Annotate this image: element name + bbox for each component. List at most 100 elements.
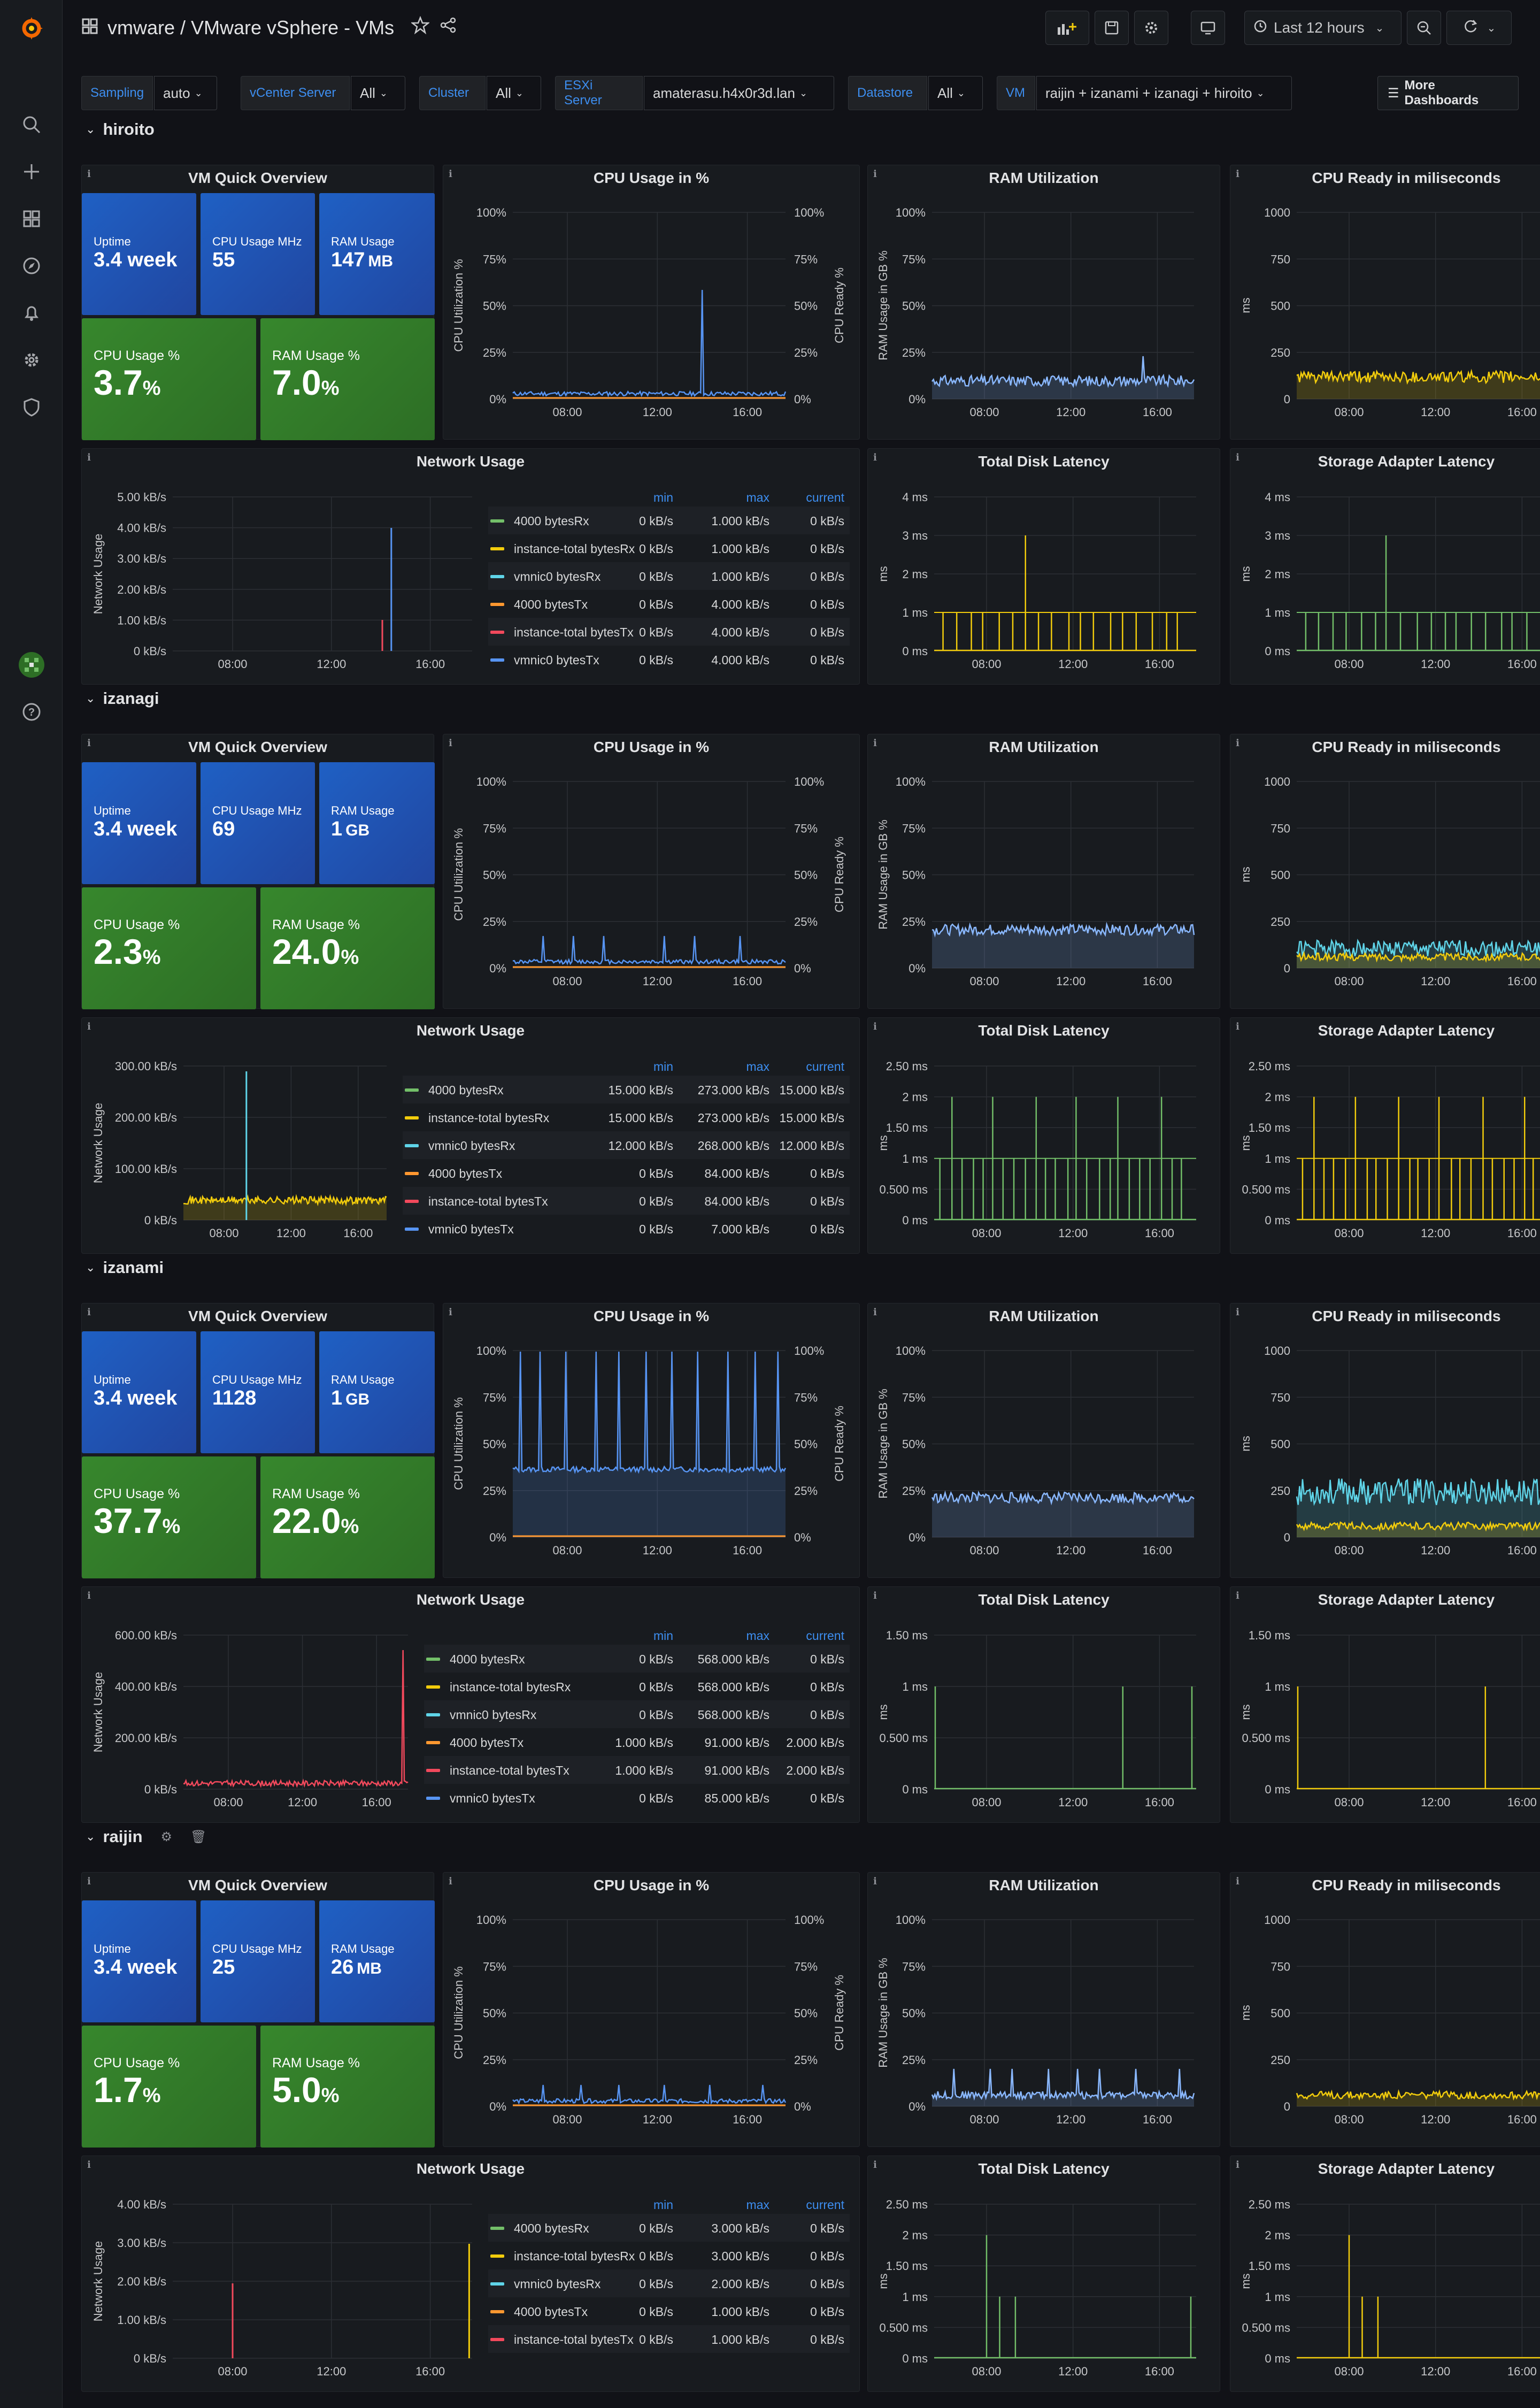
variable-select-datastore[interactable]: All ⌄ — [928, 76, 983, 110]
legend-header-max[interactable]: max — [746, 1629, 769, 1643]
panel-info-icon[interactable]: ℹ — [873, 2159, 877, 2170]
panel-cpu-usage[interactable]: ℹ CPU Usage in % 100% 75% 50% 25% 0% 100% 75% 50%… — [443, 1872, 860, 2147]
dashboards-grid-icon[interactable] — [82, 17, 98, 39]
legend-header-current[interactable]: current — [806, 490, 844, 504]
legend-header-min[interactable]: min — [653, 1629, 673, 1643]
panel-info-icon[interactable]: ℹ — [87, 1590, 91, 1601]
legend-row[interactable]: 4000 bytesTx 0 kB/s 84.000 kB/s 0 kB/s — [403, 1159, 850, 1187]
panel-total-disk-latency[interactable]: ℹ Total Disk Latency 2.50 ms 2 ms 1.50 ms 1 m… — [867, 2156, 1220, 2392]
panel-info-icon[interactable]: ℹ — [449, 738, 452, 748]
legend-header-current[interactable]: current — [806, 1629, 844, 1643]
zoom-out-button[interactable] — [1407, 11, 1441, 45]
panel-cpu-usage[interactable]: ℹ CPU Usage in % 100% 75% 50% 25% 0% 100% 75% 50%… — [443, 165, 860, 440]
search-icon[interactable] — [18, 111, 45, 138]
panel-info-icon[interactable]: ℹ — [873, 452, 877, 463]
add-panel-button[interactable] — [1045, 11, 1089, 45]
star-icon[interactable] — [410, 16, 430, 39]
panel-storage-adapter-latency[interactable]: ℹ Storage Adapter Latency 2.50 ms 2 ms 1.50 … — [1230, 1017, 1540, 1254]
panel-network-usage[interactable]: ℹ Network Usage 600.00 kB/s 400.00 kB/s 200.… — [81, 1586, 860, 1823]
more-dashboards-button[interactable]: ☰ More Dashboards — [1377, 76, 1519, 110]
legend-header-max[interactable]: max — [746, 490, 769, 504]
panel-info-icon[interactable]: ℹ — [449, 1876, 452, 1886]
panel-info-icon[interactable]: ℹ — [87, 738, 91, 748]
legend-row[interactable]: instance-total bytesRx 0 kB/s 568.000 kB/s… — [424, 1673, 850, 1700]
panel-ram-utilization[interactable]: ℹ RAM Utilization 100% 75% 50% 25% 0% 08:00 12:0… — [867, 1872, 1220, 2147]
panel-network-usage[interactable]: ℹ Network Usage 300.00 kB/s 200.00 kB/s 100.… — [81, 1017, 860, 1254]
panel-info-icon[interactable]: ℹ — [1236, 452, 1239, 463]
panel-cpu-usage[interactable]: ℹ CPU Usage in % 100% 75% 50% 25% 0% 100% 75% 50%… — [443, 734, 860, 1009]
panel-total-disk-latency[interactable]: ℹ Total Disk Latency 4 ms 3 ms 2 ms 1 ms 0 ms 0… — [867, 448, 1220, 685]
legend-row[interactable]: vmnic0 bytesRx 0 kB/s 1.000 kB/s 0 kB/s — [488, 562, 850, 590]
panel-total-disk-latency[interactable]: ℹ Total Disk Latency 1.50 ms 1 ms 0.500 ms 0 … — [867, 1586, 1220, 1823]
legend-row[interactable]: 4000 bytesTx 0 kB/s 1.000 kB/s 0 kB/s — [488, 2297, 850, 2325]
panel-cpu-usage[interactable]: ℹ CPU Usage in % 100% 75% 50% 25% 0% 100% 75% 50%… — [443, 1303, 860, 1578]
legend-row[interactable]: 4000 bytesTx 1.000 kB/s 91.000 kB/s 2.000 k… — [424, 1728, 850, 1756]
legend-header-current[interactable]: current — [806, 2198, 844, 2212]
row-header-raijin[interactable]: ⌄ raijin ⚙ 🗑 — [86, 1827, 207, 1846]
tv-mode-button[interactable] — [1191, 11, 1225, 45]
variable-select-esxi[interactable]: amaterasu.h4x0r3d.lan ⌄ — [644, 76, 834, 110]
legend-header-min[interactable]: min — [653, 2198, 673, 2212]
legend-row[interactable]: 4000 bytesRx 0 kB/s 1.000 kB/s 0 kB/s — [488, 507, 850, 534]
panel-info-icon[interactable]: ℹ — [1236, 2159, 1239, 2170]
legend-row[interactable]: vmnic0 bytesRx 12.000 kB/s 268.000 kB/s 12.… — [403, 1131, 850, 1159]
explore-compass-icon[interactable] — [18, 252, 45, 279]
panel-info-icon[interactable]: ℹ — [873, 1876, 877, 1886]
panel-info-icon[interactable]: ℹ — [1236, 1021, 1239, 1032]
panel-cpu-ready[interactable]: ℹ CPU Ready in miliseconds 1000 750 500 250 0 0… — [1230, 165, 1540, 440]
panel-info-icon[interactable]: ℹ — [449, 168, 452, 179]
panel-total-disk-latency[interactable]: ℹ Total Disk Latency 2.50 ms 2 ms 1.50 ms 1 m… — [867, 1017, 1220, 1254]
user-avatar[interactable] — [18, 651, 45, 678]
panel-info-icon[interactable]: ℹ — [87, 2159, 91, 2170]
panel-vm-quick-overview[interactable]: ℹ VM Quick Overview Uptime 3.4 week CPU Usag… — [81, 1303, 435, 1578]
legend-row[interactable]: instance-total bytesTx 0 kB/s 1.000 kB/s 0 … — [488, 2325, 850, 2353]
refresh-button[interactable]: ⌄ — [1446, 11, 1512, 45]
variable-select-cluster[interactable]: All ⌄ — [487, 76, 541, 110]
row-header-hiroito[interactable]: ⌄ hiroito — [86, 120, 155, 139]
legend-header-min[interactable]: min — [653, 490, 673, 504]
dashboards-icon[interactable] — [18, 205, 45, 232]
row-header-izanami[interactable]: ⌄ izanami — [86, 1258, 164, 1277]
panel-cpu-ready[interactable]: ℹ CPU Ready in miliseconds 1000 750 500 250 0 0… — [1230, 1872, 1540, 2147]
panel-network-usage[interactable]: ℹ Network Usage 4.00 kB/s 3.00 kB/s 2.00 kB/… — [81, 2156, 860, 2392]
legend-row[interactable]: 4000 bytesTx 0 kB/s 4.000 kB/s 0 kB/s — [488, 590, 850, 618]
row-header-izanagi[interactable]: ⌄ izanagi — [86, 689, 159, 708]
panel-info-icon[interactable]: ℹ — [1236, 168, 1239, 179]
save-dashboard-button[interactable] — [1095, 11, 1129, 45]
panel-cpu-ready[interactable]: ℹ CPU Ready in miliseconds 1000 750 500 250 0 0… — [1230, 734, 1540, 1009]
grafana-logo-icon[interactable] — [18, 15, 45, 42]
panel-info-icon[interactable]: ℹ — [873, 168, 877, 179]
panel-info-icon[interactable]: ℹ — [873, 1307, 877, 1317]
variable-select-vm[interactable]: raijin + izanami + izanagi + hiroito ⌄ — [1036, 76, 1292, 110]
panel-info-icon[interactable]: ℹ — [1236, 1590, 1239, 1601]
legend-row[interactable]: 4000 bytesRx 0 kB/s 3.000 kB/s 0 kB/s — [488, 2214, 850, 2242]
dashboard-title[interactable]: vmware / VMware vSphere - VMs — [107, 16, 395, 39]
legend-row[interactable]: vmnic0 bytesTx 0 kB/s 4.000 kB/s 0 kB/s — [488, 646, 850, 673]
legend-header-max[interactable]: max — [746, 2198, 769, 2212]
row-delete-icon[interactable]: 🗑 — [190, 1829, 207, 1844]
panel-info-icon[interactable]: ℹ — [87, 168, 91, 179]
server-admin-shield-icon[interactable] — [18, 394, 45, 420]
share-icon[interactable] — [439, 16, 457, 39]
legend-row[interactable]: vmnic0 bytesTx 0 kB/s 7.000 kB/s 0 kB/s — [403, 1215, 850, 1243]
help-icon[interactable]: ? — [18, 699, 45, 725]
legend-header-max[interactable]: max — [746, 1060, 769, 1073]
legend-row[interactable]: instance-total bytesRx 0 kB/s 1.000 kB/s 0 … — [488, 534, 850, 562]
panel-info-icon[interactable]: ℹ — [449, 1307, 452, 1317]
panel-ram-utilization[interactable]: ℹ RAM Utilization 100% 75% 50% 25% 0% 08:00 12:0… — [867, 1303, 1220, 1578]
panel-vm-quick-overview[interactable]: ℹ VM Quick Overview Uptime 3.4 week CPU Usag… — [81, 734, 435, 1009]
legend-row[interactable]: vmnic0 bytesRx 0 kB/s 2.000 kB/s 0 kB/s — [488, 2269, 850, 2297]
panel-vm-quick-overview[interactable]: ℹ VM Quick Overview Uptime 3.4 week CPU Usag… — [81, 165, 435, 440]
panel-info-icon[interactable]: ℹ — [1236, 1307, 1239, 1317]
panel-info-icon[interactable]: ℹ — [87, 1876, 91, 1886]
configuration-gear-icon[interactable] — [18, 347, 45, 373]
legend-row[interactable]: 4000 bytesRx 15.000 kB/s 273.000 kB/s 15.00… — [403, 1076, 850, 1103]
panel-info-icon[interactable]: ℹ — [87, 452, 91, 463]
panel-info-icon[interactable]: ℹ — [1236, 1876, 1239, 1886]
legend-row[interactable]: 4000 bytesRx 0 kB/s 568.000 kB/s 0 kB/s — [424, 1645, 850, 1673]
variable-select-sampling[interactable]: auto ⌄ — [154, 76, 217, 110]
variable-select-vcenter[interactable]: All ⌄ — [351, 76, 405, 110]
legend-row[interactable]: instance-total bytesRx 0 kB/s 3.000 kB/s 0 … — [488, 2242, 850, 2269]
panel-info-icon[interactable]: ℹ — [87, 1021, 91, 1032]
legend-header-min[interactable]: min — [653, 1060, 673, 1073]
